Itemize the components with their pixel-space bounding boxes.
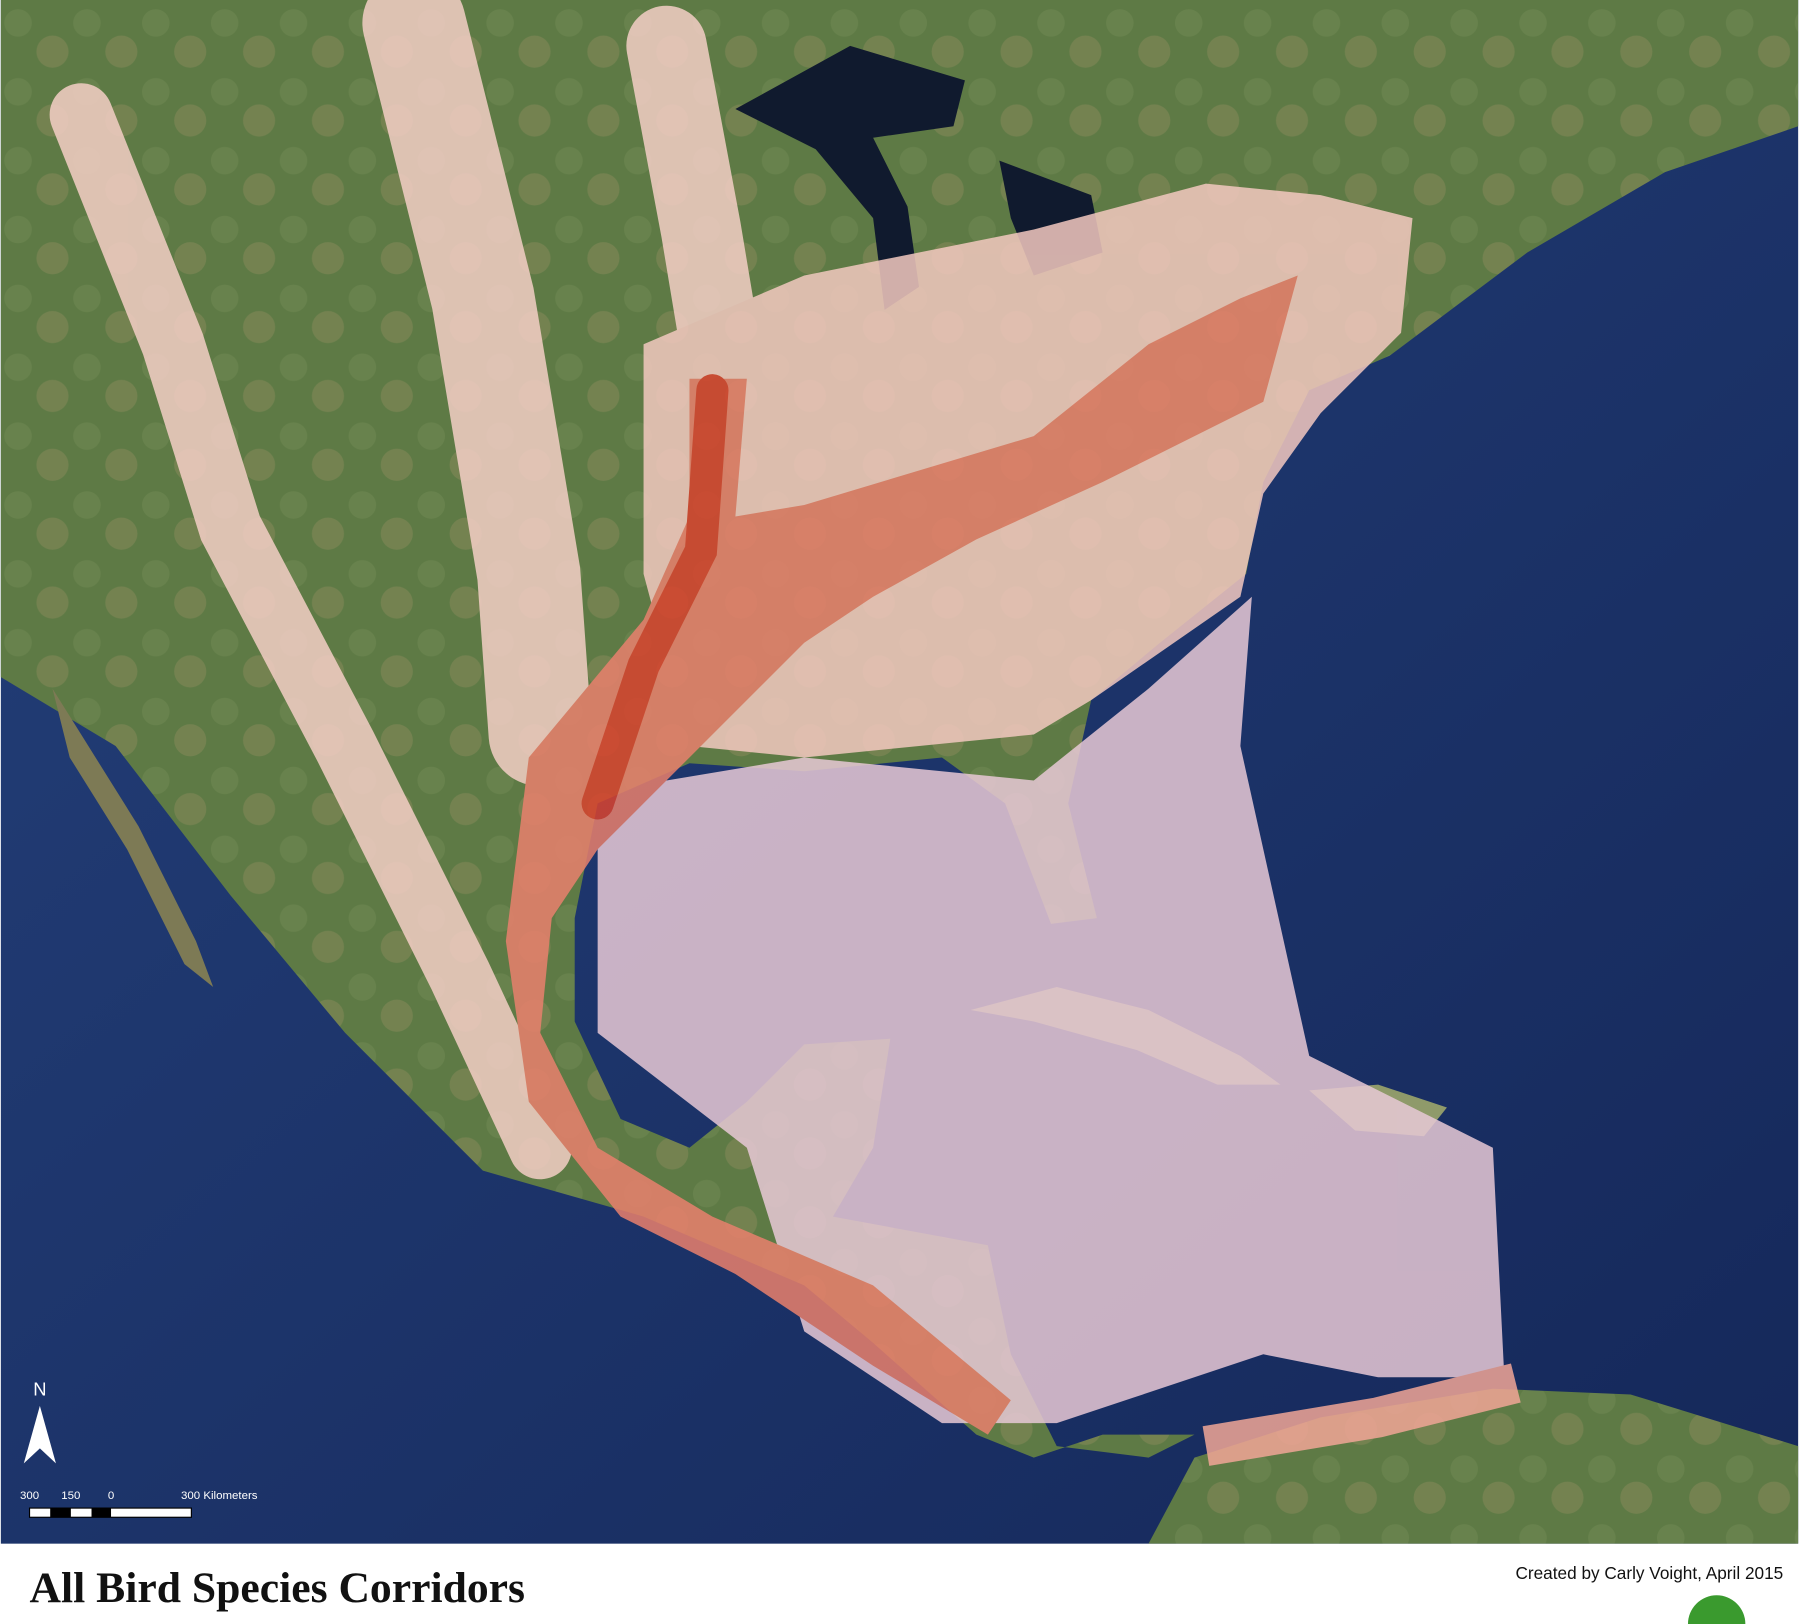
scale-label: 300 Kilometers bbox=[181, 1490, 258, 1502]
north-arrow-icon bbox=[23, 1405, 56, 1464]
scale-bar-segment bbox=[91, 1508, 112, 1518]
corridors bbox=[49, 0, 1521, 1466]
corridor-gulf-caribbean bbox=[597, 596, 1505, 1424]
north-label: N bbox=[33, 1379, 46, 1400]
scale-bar: 300 150 0 300 Kilometers bbox=[20, 1490, 258, 1518]
scale-label: 150 bbox=[61, 1490, 80, 1502]
scale-label: 300 bbox=[20, 1490, 39, 1502]
corridor-core bbox=[581, 374, 729, 820]
corridor-south bbox=[1202, 1363, 1521, 1466]
credit: Created by Carly Voight, April 2015 bbox=[1515, 1563, 1783, 1583]
scale-bar-segment bbox=[50, 1508, 71, 1518]
map-title: All Bird Species Corridors bbox=[30, 1564, 525, 1612]
great-lakes bbox=[735, 45, 1103, 310]
logo-icon bbox=[1687, 1595, 1746, 1624]
scale-label: 0 bbox=[108, 1490, 114, 1502]
map-area bbox=[0, 0, 1799, 1544]
baja bbox=[52, 688, 214, 988]
corridor-mid bbox=[362, 0, 592, 787]
corridor-west bbox=[49, 83, 572, 1180]
north-arrow: N bbox=[23, 1379, 56, 1464]
